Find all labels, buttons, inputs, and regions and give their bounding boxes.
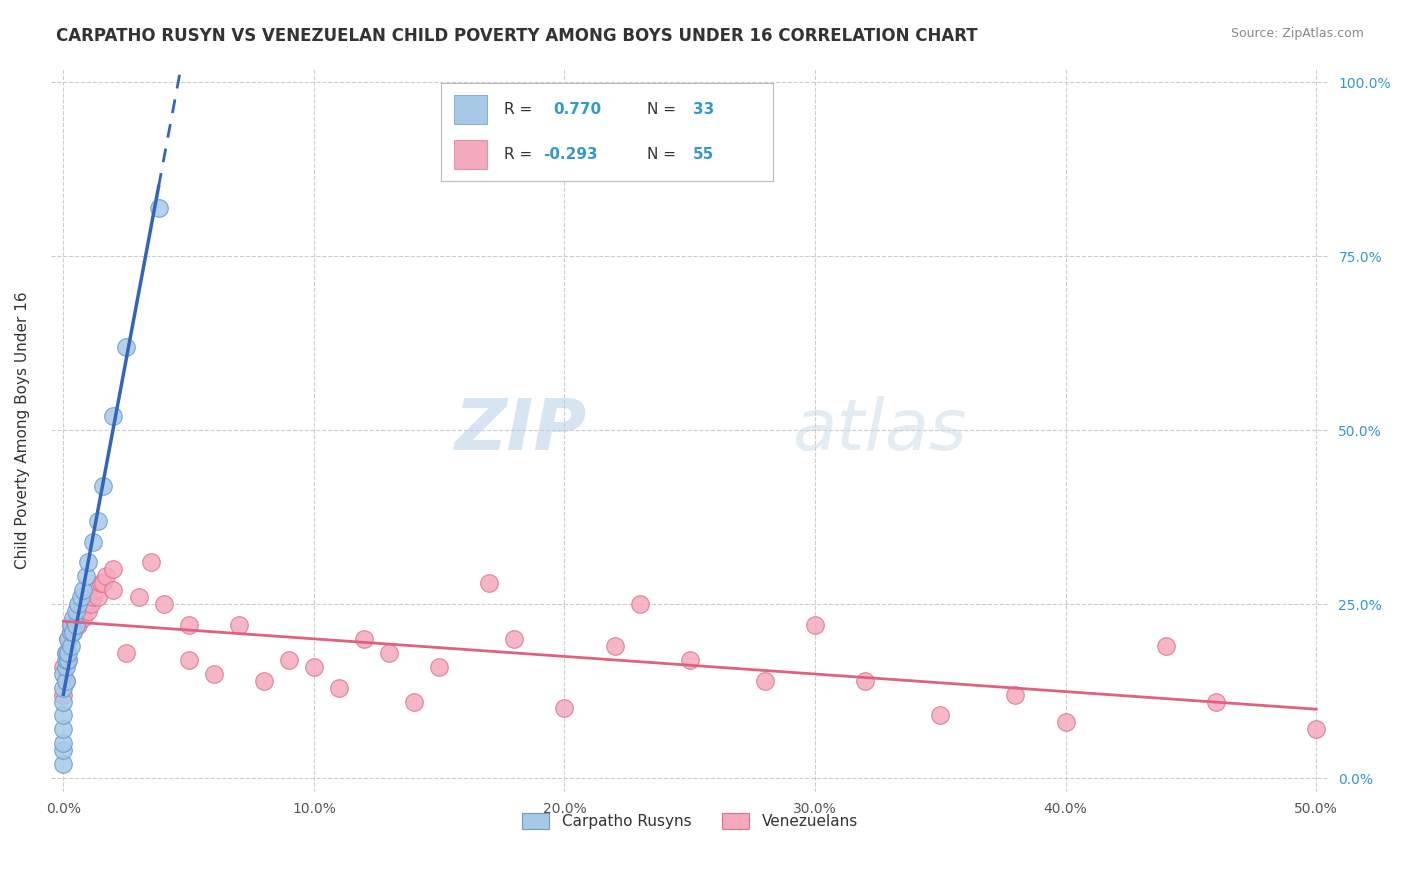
Point (80, 597, 103, 611)
Point (58, 653, 80, 667)
Point (59, 624, 82, 639)
Point (72, 583, 94, 598)
Point (929, 708, 952, 723)
Y-axis label: Child Poverty Among Boys Under 16: Child Poverty Among Boys Under 16 (15, 292, 30, 569)
Point (103, 583, 125, 598)
Text: atlas: atlas (792, 396, 966, 465)
Point (59, 639, 82, 653)
Point (72, 611, 94, 625)
Point (55, 646, 77, 660)
Point (59, 618, 82, 632)
Point (58, 646, 80, 660)
Point (75, 569, 97, 583)
Point (478, 576, 501, 591)
Point (55, 673, 77, 688)
Text: Source: ZipAtlas.com: Source: ZipAtlas.com (1230, 27, 1364, 40)
Point (70, 590, 93, 604)
Point (52, 659, 75, 673)
Point (52, 694, 75, 708)
Point (59, 618, 82, 632)
Point (52, 736, 75, 750)
Point (202, 666, 225, 681)
Point (1004, 688, 1026, 702)
Point (55, 673, 77, 688)
Point (52, 723, 75, 737)
Point (87, 514, 110, 528)
Point (52, 681, 75, 695)
Point (55, 653, 77, 667)
Point (82, 590, 104, 604)
Point (503, 632, 526, 646)
Point (253, 673, 276, 688)
Point (804, 618, 827, 632)
Point (55, 646, 77, 660)
Point (148, 201, 170, 215)
Point (94, 569, 117, 583)
Point (1154, 639, 1177, 653)
Point (115, 340, 138, 354)
Point (679, 653, 702, 667)
Point (328, 681, 350, 695)
Point (87, 590, 110, 604)
Point (93, 576, 115, 591)
Point (62, 611, 84, 625)
Point (93, 479, 115, 493)
Point (67, 597, 90, 611)
Point (103, 562, 125, 576)
Point (603, 639, 626, 653)
Point (103, 409, 125, 424)
Point (90, 576, 112, 591)
Point (65, 604, 87, 618)
Point (177, 618, 200, 632)
Point (1305, 723, 1327, 737)
Point (67, 618, 90, 632)
Point (77, 556, 100, 570)
Point (70, 604, 93, 618)
Legend: Carpatho Rusyns, Venezuelans: Carpatho Rusyns, Venezuelans (516, 806, 863, 835)
Point (139, 556, 162, 570)
Point (62, 624, 84, 639)
Point (82, 534, 104, 549)
Point (754, 673, 776, 688)
Point (404, 694, 426, 708)
Point (52, 708, 75, 723)
Point (58, 653, 80, 667)
Text: CARPATHO RUSYN VS VENEZUELAN CHILD POVERTY AMONG BOYS UNDER 16 CORRELATION CHART: CARPATHO RUSYN VS VENEZUELAN CHILD POVER… (56, 27, 977, 45)
Point (59, 624, 82, 639)
Point (52, 688, 75, 702)
Point (302, 659, 325, 673)
Point (52, 743, 75, 757)
Text: ZIP: ZIP (456, 396, 588, 465)
Point (128, 590, 150, 604)
Point (152, 597, 174, 611)
Point (177, 653, 200, 667)
Point (65, 611, 87, 625)
Point (84, 583, 107, 598)
Point (553, 701, 575, 715)
Point (853, 673, 876, 688)
Point (52, 666, 75, 681)
Point (55, 659, 77, 673)
Point (58, 632, 80, 646)
Point (52, 757, 75, 772)
Point (228, 618, 250, 632)
Point (427, 659, 450, 673)
Point (58, 632, 80, 646)
Point (75, 597, 97, 611)
Point (62, 624, 84, 639)
Point (115, 646, 138, 660)
Point (628, 597, 651, 611)
Point (277, 653, 299, 667)
Point (353, 632, 375, 646)
Point (378, 646, 401, 660)
Point (1205, 694, 1227, 708)
Point (65, 618, 87, 632)
Point (77, 604, 100, 618)
Point (1054, 715, 1077, 730)
